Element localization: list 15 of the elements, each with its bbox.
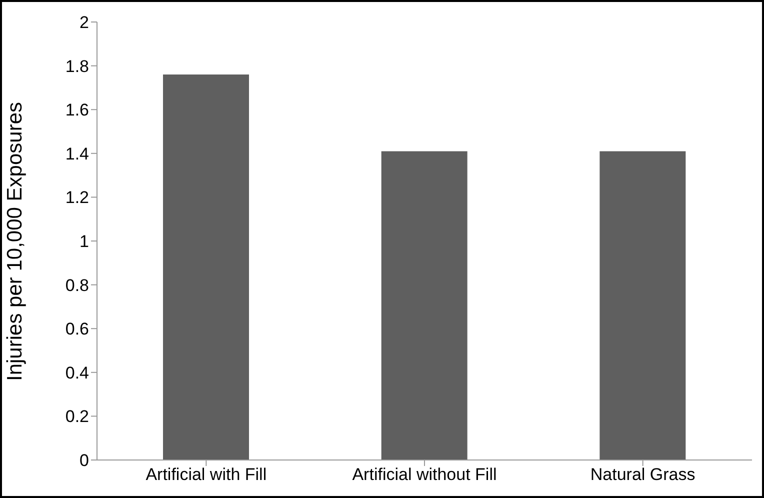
x-tick-label: Artificial with Fill xyxy=(146,465,267,484)
y-tick-label: 2 xyxy=(80,13,89,32)
y-tick-label: 0 xyxy=(80,451,89,470)
x-tick-label: Natural Grass xyxy=(590,465,696,484)
x-tick-label: Artificial without Fill xyxy=(352,465,497,484)
y-tick-label: 1.8 xyxy=(65,56,89,76)
y-tick-label: 1.6 xyxy=(65,100,89,120)
y-axis-title: Injuries per 10,000 Exposures xyxy=(3,102,26,381)
y-tick-label: 1 xyxy=(80,232,89,252)
y-tick-label: 1.2 xyxy=(65,188,89,208)
y-tick-label: 0.6 xyxy=(65,320,89,339)
y-tick-label: 0.4 xyxy=(65,363,89,382)
y-tick-label: 0.2 xyxy=(65,407,89,426)
y-tick-label: 0.8 xyxy=(65,276,89,295)
y-tick-label: 1.4 xyxy=(65,144,89,164)
